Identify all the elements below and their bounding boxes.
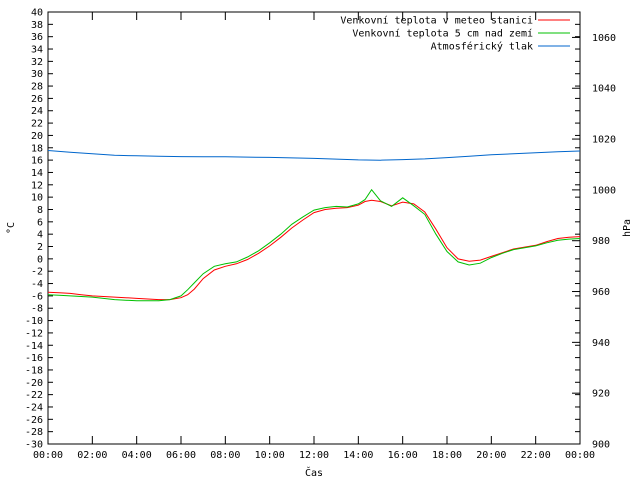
y-tick-label: -28	[25, 427, 43, 438]
plot-area-frame	[47, 11, 581, 445]
y2-tick-label: 1000	[592, 185, 616, 196]
y2-tick-label: 980	[592, 236, 610, 247]
y-tick-label: 14	[31, 168, 43, 179]
x-axis-ticks: 00:00 02:00 04:00 06:00 08:00 10:00 12:00 14:00…	[33, 12, 595, 461]
y-tick-label: 32	[31, 57, 43, 68]
y-tick-label: -4	[31, 279, 43, 290]
y-tick-label: -14	[25, 341, 43, 352]
y-tick-label: 36	[31, 32, 43, 43]
x-tick-label: 00:00	[33, 450, 63, 461]
y-tick-label: 8	[37, 205, 43, 216]
y-axis-label: °C	[6, 222, 17, 234]
y-tick-label: -12	[25, 328, 43, 339]
legend-label: Venkovní teplota 5 cm nad zemí	[352, 28, 533, 40]
y-tick-label: 26	[31, 94, 43, 105]
y-tick-label: 40	[31, 8, 43, 19]
y-tick-label: 6	[37, 217, 43, 228]
y2-tick-label: 940	[592, 338, 610, 349]
y-tick-label: 34	[31, 45, 43, 56]
y-tick-label: 0	[37, 254, 43, 265]
legend: Venkovní teplota v meteo staniciVenkovní…	[340, 15, 570, 53]
y-tick-label: 18	[31, 143, 43, 154]
y-tick-label: -6	[31, 291, 43, 302]
y-tick-label: -10	[25, 316, 43, 327]
y-tick-label: -16	[25, 353, 43, 364]
left-axis-ticks: -30-28-26-24-22-20-18-16-14-12-10-8-6-4-…	[25, 8, 580, 451]
y-tick-label: 12	[31, 180, 43, 191]
x-tick-label: 00:00	[565, 450, 595, 461]
series-line-2	[47, 188, 581, 302]
legend-label: Atmosférický tlak	[431, 41, 533, 53]
y-tick-label: -2	[31, 267, 43, 278]
series-line-1	[47, 199, 581, 301]
right-axis-ticks: 900 920 940 960 980 1000 1020 1040 1060	[572, 33, 616, 451]
y-tick-label: 16	[31, 156, 43, 167]
x-tick-label: 12:00	[299, 450, 329, 461]
y-tick-label: 20	[31, 131, 43, 142]
y-tick-label: 38	[31, 20, 43, 31]
y2-tick-label: 1040	[592, 84, 616, 95]
legend-label: Venkovní teplota v meteo stanici	[340, 15, 533, 27]
y-tick-label: -18	[25, 365, 43, 376]
y2-axis-label: hPa	[622, 219, 633, 237]
y-tick-label: 2	[37, 242, 43, 253]
x-tick-label: 14:00	[343, 450, 373, 461]
y-tick-label: -8	[31, 304, 43, 315]
y2-tick-label: 1060	[592, 33, 616, 44]
series-group	[47, 150, 581, 302]
y-tick-label: 30	[31, 69, 43, 80]
x-tick-label: 20:00	[476, 450, 506, 461]
x-tick-label: 22:00	[521, 450, 551, 461]
y-tick-label: -26	[25, 415, 43, 426]
x-tick-label: 10:00	[255, 450, 285, 461]
x-tick-label: 08:00	[210, 450, 240, 461]
y-tick-label: 24	[31, 106, 43, 117]
x-tick-label: 16:00	[388, 450, 418, 461]
y-tick-label: -30	[25, 440, 43, 451]
y-tick-label: -20	[25, 378, 43, 389]
y-tick-label: 22	[31, 119, 43, 130]
y2-tick-label: 1020	[592, 135, 616, 146]
x-tick-label: 02:00	[77, 450, 107, 461]
y-tick-label: -24	[25, 402, 43, 413]
y2-tick-label: 900	[592, 440, 610, 451]
x-axis-label: Čas	[305, 466, 323, 479]
x-tick-label: 06:00	[166, 450, 196, 461]
x-tick-label: 18:00	[432, 450, 462, 461]
y-tick-label: 10	[31, 193, 43, 204]
x-tick-label: 04:00	[122, 450, 152, 461]
y2-tick-label: 960	[592, 287, 610, 298]
series-line-3	[47, 150, 581, 161]
y-tick-label: 28	[31, 82, 43, 93]
y2-tick-label: 920	[592, 389, 610, 400]
y-tick-label: -22	[25, 390, 43, 401]
y-tick-label: 4	[37, 230, 43, 241]
